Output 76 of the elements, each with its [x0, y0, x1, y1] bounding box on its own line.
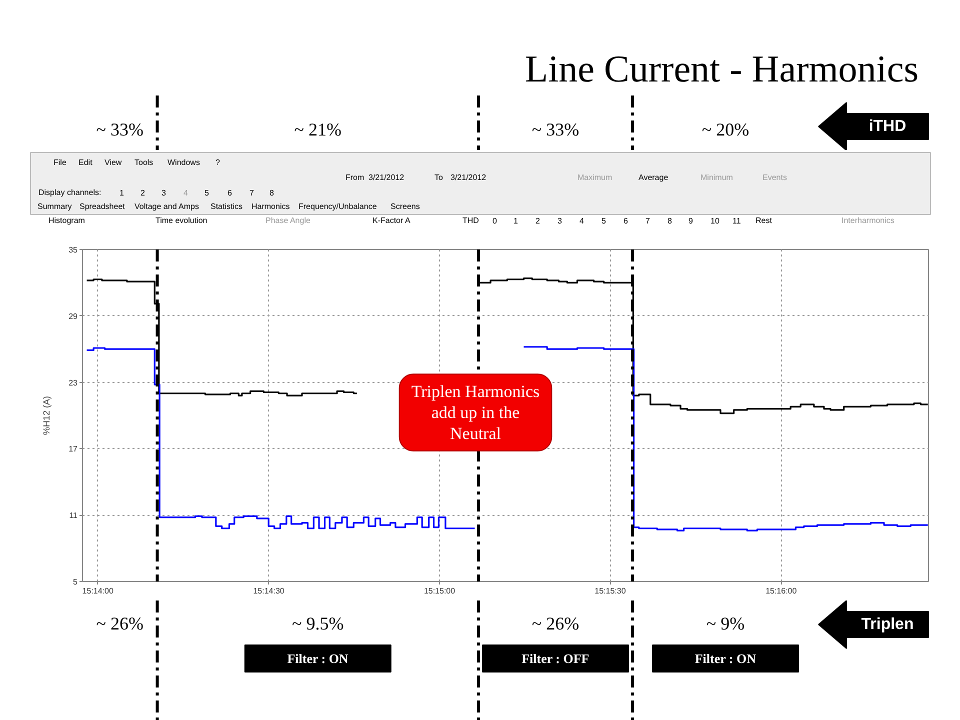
text: 10 [710, 216, 720, 226]
text: To [434, 173, 444, 182]
text: ~ 26% [96, 614, 144, 634]
text: ? [216, 158, 220, 167]
text: 4 [184, 188, 188, 198]
text: Frequency/Unbalance [298, 202, 378, 211]
text: 3/21/2012 [450, 173, 487, 182]
x-tick-label: 15:16:00 [766, 586, 798, 596]
y-tick-label: 29 [68, 312, 78, 321]
y-tick-label: 11 [69, 511, 78, 520]
text: 7 [646, 216, 650, 226]
y-tick-label: 35 [68, 246, 78, 254]
x-tick-label: 15:15:30 [594, 586, 626, 596]
text: View [104, 158, 122, 167]
text: Tools [134, 158, 154, 167]
text: ~ 9% [706, 614, 745, 634]
text: From [346, 173, 364, 182]
text: Summary [38, 202, 72, 211]
text: 0 [492, 216, 498, 226]
text: Phase Angle [266, 216, 311, 225]
text: ~ 9.5% [292, 614, 344, 634]
text: Time evolution [156, 216, 208, 225]
text: 1 [120, 188, 124, 198]
text: Minimum [700, 173, 734, 182]
text: File [54, 158, 67, 167]
text: Screens [390, 202, 420, 211]
text: Windows [168, 158, 200, 167]
text: Harmonics [252, 202, 290, 211]
text: Voltage and Amps [134, 202, 199, 211]
text: 3/21/2012 [368, 173, 405, 182]
text: 11 [732, 216, 742, 226]
text: Events [762, 173, 787, 182]
text: 5 [204, 188, 210, 198]
text: Rest [756, 216, 773, 225]
text: Filter : ON [694, 651, 757, 666]
y-tick-label: 17 [68, 444, 78, 454]
text: Spreadsheet [80, 202, 126, 211]
text: 8 [270, 188, 274, 198]
y-tick-label: 5 [73, 578, 78, 586]
text: ~ 33% [96, 120, 144, 140]
text: 8 [668, 216, 672, 226]
text: Maximum [578, 173, 613, 182]
text: 7 [250, 188, 254, 198]
text: ~ 20% [702, 120, 750, 140]
text: 3 [162, 188, 166, 198]
text: 9 [688, 216, 694, 226]
text: Display channels: [38, 188, 102, 197]
text: Filter : ON [287, 651, 349, 666]
annotation: Triplen Harmonics add up in the Neutral [411, 382, 540, 443]
y-axis-title: %H12 (A) [42, 396, 52, 436]
text: 6 [624, 216, 628, 226]
x-tick-label: 15:14:30 [253, 586, 285, 596]
text: 4 [580, 216, 584, 226]
chart-title: Line Current - Harmonics [524, 48, 919, 90]
text: Triplen [861, 616, 914, 633]
text: 6 [228, 188, 232, 198]
x-tick-label: 15:15:00 [424, 586, 456, 596]
text: Filter : OFF [522, 651, 590, 666]
text: K-Factor A [372, 216, 411, 225]
text: Average [638, 173, 669, 182]
text: Edit [78, 158, 94, 167]
text: ~ 26% [532, 614, 580, 634]
y-tick-label: 23 [68, 378, 78, 388]
text: 5 [602, 216, 606, 226]
text: 3 [558, 216, 562, 226]
text: Interharmonics [842, 216, 894, 225]
text: Histogram [48, 216, 86, 225]
text: ~ 33% [532, 120, 580, 140]
text: ~ 21% [294, 120, 342, 140]
text: 1 [514, 216, 518, 226]
text: 2 [536, 216, 540, 226]
text: 2 [140, 188, 146, 198]
text: Statistics [210, 202, 243, 211]
x-tick-label: 15:14:00 [82, 586, 114, 596]
text: THD [462, 216, 480, 225]
text: iTHD [868, 118, 906, 135]
